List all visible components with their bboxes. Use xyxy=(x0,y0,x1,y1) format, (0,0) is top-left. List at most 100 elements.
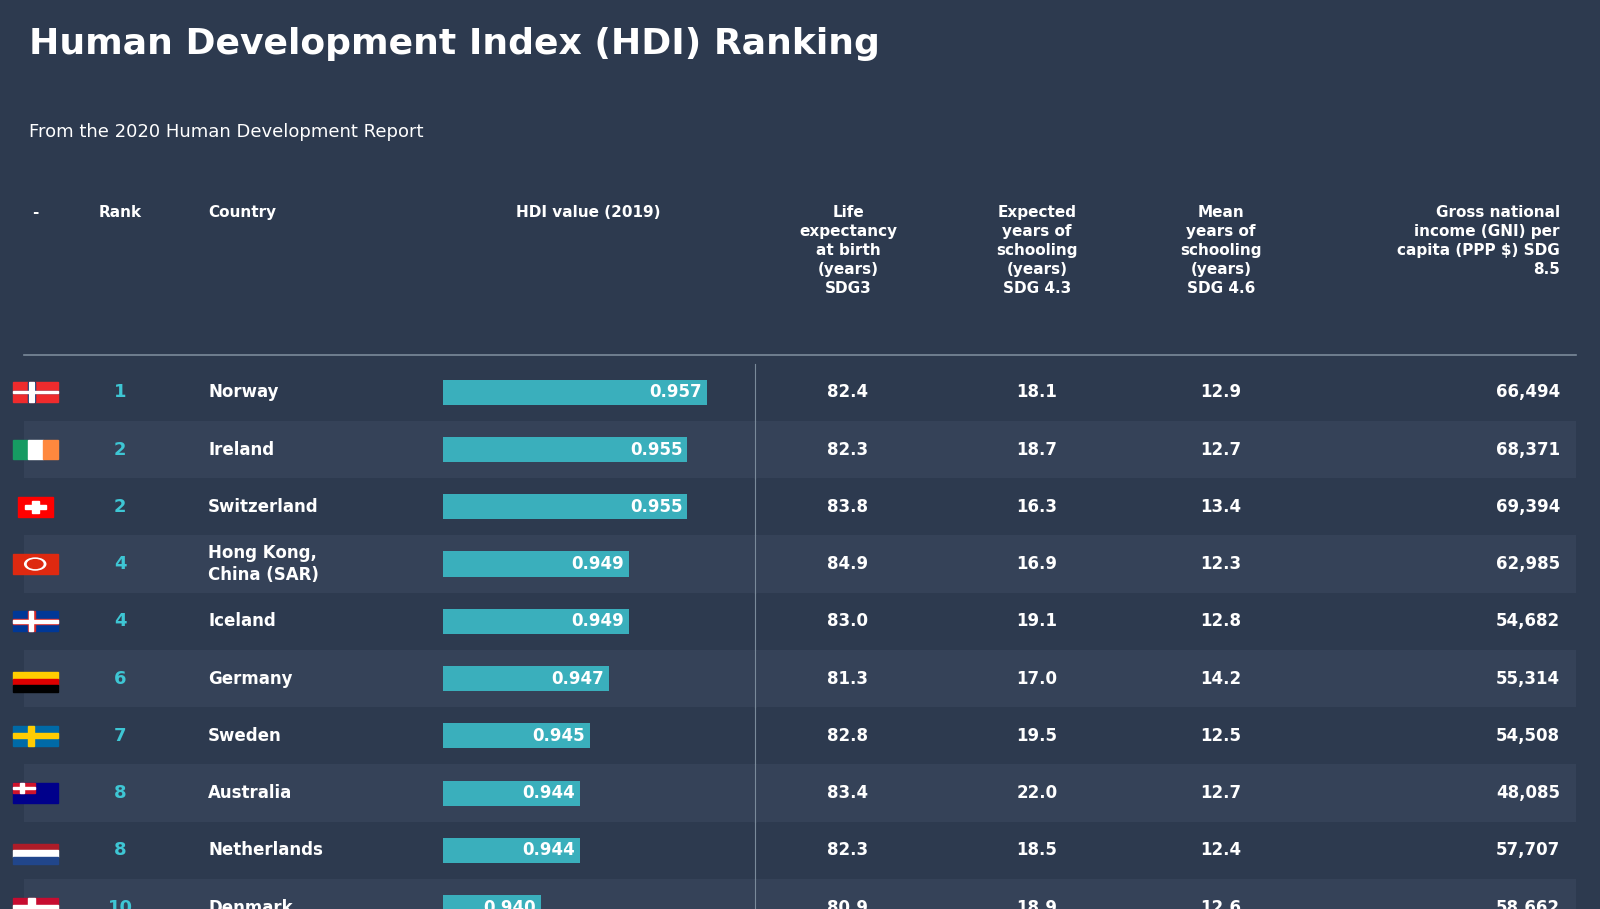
Text: Germany: Germany xyxy=(208,670,293,687)
Bar xyxy=(24,879,1576,909)
Bar xyxy=(24,421,1576,478)
Text: 84.9: 84.9 xyxy=(827,555,869,573)
Bar xyxy=(13,905,58,909)
Bar xyxy=(13,672,58,678)
Bar xyxy=(29,383,35,402)
Text: 83.4: 83.4 xyxy=(827,784,869,802)
Text: 18.9: 18.9 xyxy=(1016,899,1058,909)
Text: HDI value (2019): HDI value (2019) xyxy=(515,205,661,220)
Text: 6: 6 xyxy=(114,670,126,687)
Text: 8: 8 xyxy=(114,842,126,859)
Bar xyxy=(24,822,1576,879)
Text: 0.955: 0.955 xyxy=(630,498,682,515)
Bar xyxy=(13,678,58,685)
Text: 0.940: 0.940 xyxy=(483,899,536,909)
Text: 18.1: 18.1 xyxy=(1016,384,1058,401)
Bar xyxy=(13,897,58,909)
Bar xyxy=(443,552,629,576)
Text: 17.0: 17.0 xyxy=(1016,670,1058,687)
Text: 82.3: 82.3 xyxy=(827,441,869,458)
Bar xyxy=(443,494,686,519)
Text: Mean
years of
schooling
(years)
SDG 4.6: Mean years of schooling (years) SDG 4.6 xyxy=(1181,205,1261,296)
Text: 54,682: 54,682 xyxy=(1496,613,1560,630)
Bar xyxy=(27,725,34,745)
Bar xyxy=(13,612,58,631)
Bar xyxy=(24,650,1576,707)
Text: From the 2020 Human Development Report: From the 2020 Human Development Report xyxy=(29,123,424,141)
Text: Netherlands: Netherlands xyxy=(208,842,323,859)
Bar xyxy=(443,666,610,691)
Text: Australia: Australia xyxy=(208,784,293,802)
Text: 82.4: 82.4 xyxy=(827,384,869,401)
Text: Gross national
income (GNI) per
capita (PPP $) SDG
8.5: Gross national income (GNI) per capita (… xyxy=(1397,205,1560,277)
Bar xyxy=(443,838,579,863)
Bar xyxy=(24,478,1576,535)
Bar xyxy=(24,764,1576,822)
Text: 0.944: 0.944 xyxy=(522,842,574,859)
Text: 13.4: 13.4 xyxy=(1200,498,1242,515)
Text: 54,508: 54,508 xyxy=(1496,727,1560,744)
Text: 19.5: 19.5 xyxy=(1016,727,1058,744)
Bar xyxy=(27,612,35,631)
Text: 57,707: 57,707 xyxy=(1496,842,1560,859)
Text: 82.3: 82.3 xyxy=(827,842,869,859)
Bar xyxy=(13,619,58,624)
Bar xyxy=(443,380,707,405)
Text: 16.9: 16.9 xyxy=(1016,555,1058,573)
Text: Life
expectancy
at birth
(years)
SDG3: Life expectancy at birth (years) SDG3 xyxy=(798,205,898,296)
Text: Ireland: Ireland xyxy=(208,441,274,458)
Bar xyxy=(29,383,34,402)
Bar xyxy=(443,609,629,634)
Text: 62,985: 62,985 xyxy=(1496,555,1560,573)
Text: Hong Kong,
China (SAR): Hong Kong, China (SAR) xyxy=(208,544,318,584)
Text: 0.944: 0.944 xyxy=(522,784,574,802)
Bar xyxy=(13,851,58,857)
Bar xyxy=(27,440,43,460)
Text: 55,314: 55,314 xyxy=(1496,670,1560,687)
Bar xyxy=(13,440,27,460)
Text: Iceland: Iceland xyxy=(208,613,275,630)
Text: 4: 4 xyxy=(114,613,126,630)
Circle shape xyxy=(24,558,46,570)
Bar xyxy=(443,895,541,909)
Text: 4: 4 xyxy=(114,555,126,573)
Bar xyxy=(443,724,589,748)
Bar xyxy=(24,504,46,509)
Text: Norway: Norway xyxy=(208,384,278,401)
Bar xyxy=(13,784,58,804)
Text: 0.949: 0.949 xyxy=(571,555,624,573)
Bar xyxy=(13,734,58,738)
Bar xyxy=(43,440,58,460)
Text: 80.9: 80.9 xyxy=(827,899,869,909)
Text: 58,662: 58,662 xyxy=(1496,899,1560,909)
Text: 16.3: 16.3 xyxy=(1016,498,1058,515)
Bar xyxy=(13,554,58,574)
Text: 7: 7 xyxy=(114,727,126,744)
Bar xyxy=(13,383,58,402)
Text: -: - xyxy=(32,205,38,220)
Bar xyxy=(18,496,53,516)
Bar xyxy=(29,897,35,909)
Text: 2: 2 xyxy=(114,441,126,458)
Text: 12.8: 12.8 xyxy=(1200,613,1242,630)
Text: 10: 10 xyxy=(107,899,133,909)
Bar xyxy=(24,593,1576,650)
Text: 1: 1 xyxy=(114,384,126,401)
Bar xyxy=(13,725,58,745)
Text: 0.949: 0.949 xyxy=(571,613,624,630)
Text: Expected
years of
schooling
(years)
SDG 4.3: Expected years of schooling (years) SDG … xyxy=(997,205,1077,296)
Text: 0.947: 0.947 xyxy=(552,670,605,687)
Text: 12.3: 12.3 xyxy=(1200,555,1242,573)
Bar xyxy=(13,844,58,851)
Text: 69,394: 69,394 xyxy=(1496,498,1560,515)
Text: 18.7: 18.7 xyxy=(1016,441,1058,458)
Bar xyxy=(443,781,579,805)
Text: Rank: Rank xyxy=(99,205,141,220)
Bar xyxy=(13,787,35,789)
Bar xyxy=(13,620,58,623)
Bar xyxy=(24,707,1576,764)
Text: 81.3: 81.3 xyxy=(827,670,869,687)
Text: 12.7: 12.7 xyxy=(1200,784,1242,802)
Text: 2: 2 xyxy=(114,498,126,515)
Text: 48,085: 48,085 xyxy=(1496,784,1560,802)
